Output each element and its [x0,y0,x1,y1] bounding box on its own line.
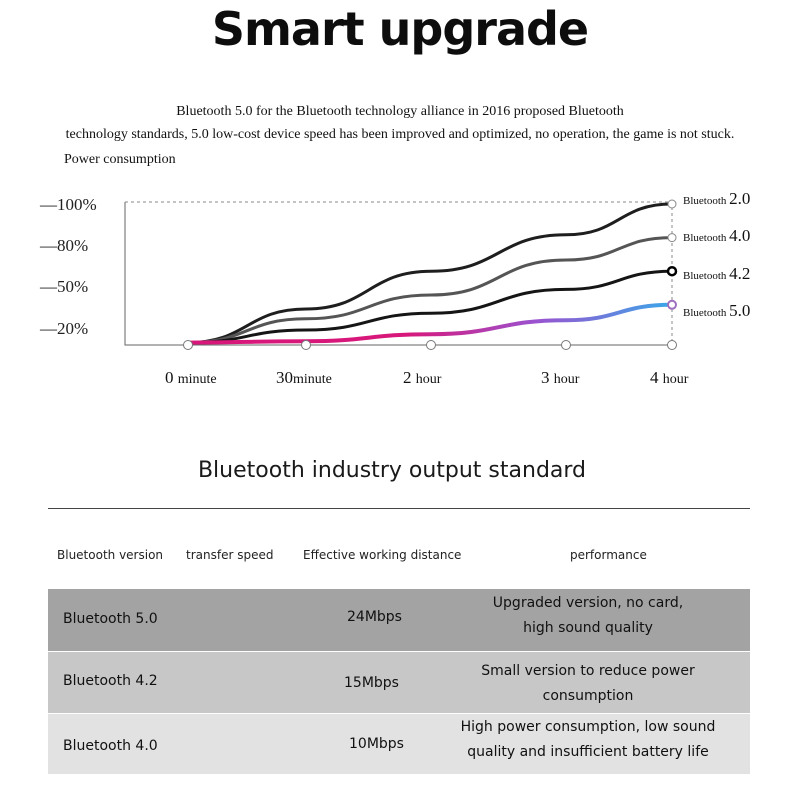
x-axis-marker [183,340,193,350]
row-speed: 10Mbps [349,736,404,752]
chart-label: Power consumption [64,152,176,167]
x-tick-label: 4 hour [650,368,689,387]
series-end-marker [667,199,677,209]
series-end-marker [667,233,677,243]
y-tick-label: —20% [39,319,88,338]
x-axis-marker [667,340,677,350]
x-axis-marker [301,340,311,350]
table-row: Bluetooth 4.2 15Mbps Small version to re… [48,652,750,713]
series-line [186,236,674,345]
row-performance: High power consumption, low sound qualit… [460,719,716,760]
series-line [186,202,674,345]
y-tick-label: —80% [39,236,88,255]
table-row: Bluetooth 5.0 24Mbps Upgraded version, n… [48,589,750,651]
legend-label: Bluetooth 5.0 [683,301,750,320]
header-transfer-speed: transfer speed [186,548,274,562]
intro-text-line-2: technology standards, 5.0 low-cost devic… [65,127,735,142]
intro-text-line-1: Bluetooth 5.0 for the Bluetooth technolo… [176,104,624,119]
row-performance: Upgraded version, no card, high sound qu… [492,595,684,636]
x-tick-label: 0 minute [165,368,217,387]
table-divider [48,508,750,509]
legend-label: Bluetooth 4.2 [683,264,750,283]
y-tick-label: —50% [39,277,88,296]
power-consumption-chart: —100%—80%—50%—20% Bluetooth 2.0Bluetooth… [39,189,750,387]
table-title: Bluetooth industry output standard [197,458,587,483]
chart-frame [124,201,673,346]
chart-dashed-border [125,201,673,345]
x-axis-marker [426,340,436,350]
legend-label: Bluetooth 4.0 [683,226,750,245]
series-end-marker [667,299,677,310]
y-tick-label: —100% [39,195,97,214]
series-end-markers [666,199,678,310]
row-speed: 15Mbps [344,675,399,691]
table-row: Bluetooth 4.0 10Mbps High power consumpt… [48,714,750,774]
x-axis-ticks: 0 minute 30minute 2 hour 3 hour 4 hour [165,368,689,387]
x-tick-label: 30minute [276,368,332,387]
x-axis-markers [183,340,677,350]
row-version: Bluetooth 4.2 [63,673,158,689]
row-version: Bluetooth 4.0 [63,738,158,754]
header-working-distance: Effective working distance [303,548,462,562]
series-line [186,269,674,345]
header-performance: performance [570,548,647,562]
y-axis-ticks: —100% —80% —50% —20% [39,195,97,338]
x-tick-label: 2 hour [403,368,442,387]
x-tick-label: 3 hour [541,368,580,387]
series-end-marker [666,265,678,277]
page-title: Smart upgrade [211,2,589,56]
row-speed: 24Mbps [347,609,402,625]
row-version: Bluetooth 5.0 [63,611,158,627]
legend-label: Bluetooth 2.0 [683,189,750,208]
legend: Bluetooth 2.0 Bluetooth 4.0 Bluetooth 4.2 B… [683,189,750,320]
row-performance: Small version to reduce power consumptio… [481,663,695,704]
header-bluetooth-version: Bluetooth version [57,548,164,562]
chart-axis [124,202,672,346]
x-axis-marker [561,340,571,350]
series-lines [186,202,674,345]
series-line [186,302,674,345]
